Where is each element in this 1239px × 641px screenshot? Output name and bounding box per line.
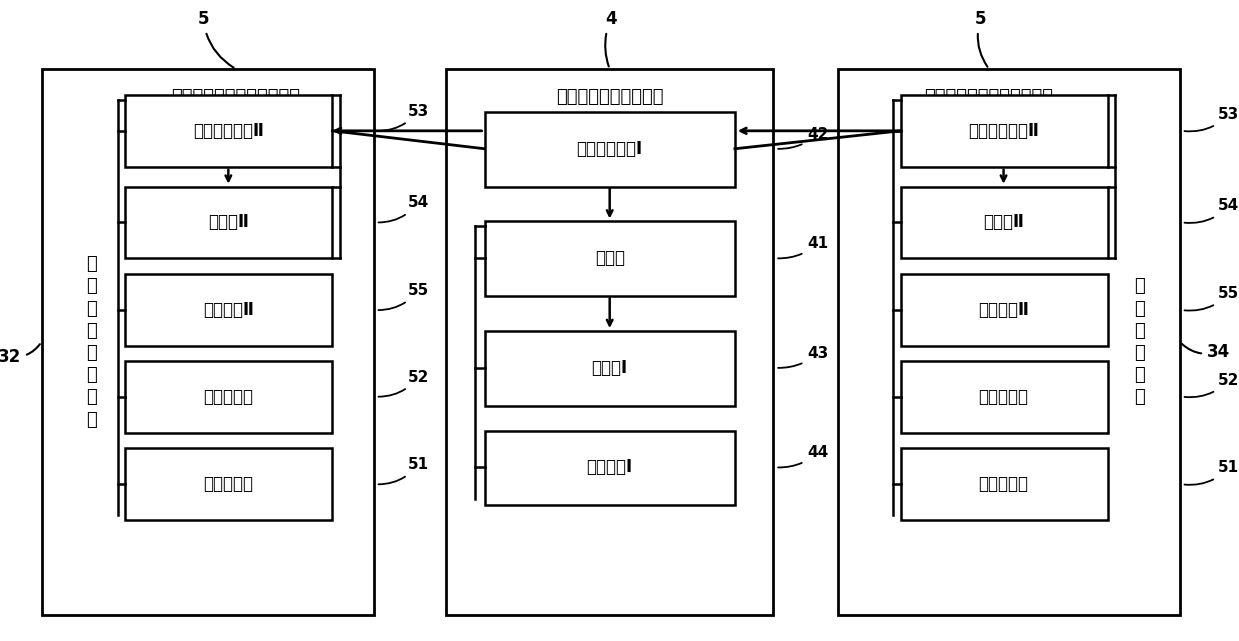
Bar <box>125 187 332 258</box>
Text: 温度传感器: 温度传感器 <box>979 388 1028 406</box>
Text: 5: 5 <box>197 10 234 68</box>
Text: 32: 32 <box>0 344 40 366</box>
Bar <box>838 69 1180 615</box>
Text: 水伺服电机: 水伺服电机 <box>203 475 253 494</box>
Text: 42: 42 <box>778 127 829 149</box>
Text: 电力载波模块Ⅱ: 电力载波模块Ⅱ <box>968 122 1040 140</box>
Text: 显示屏Ⅱ: 显示屏Ⅱ <box>983 213 1023 231</box>
Bar <box>901 274 1108 346</box>
Text: 热水温度调节控制组件: 热水温度调节控制组件 <box>556 88 663 106</box>
Text: 54: 54 <box>1184 199 1239 223</box>
Text: 53: 53 <box>1184 107 1239 131</box>
Text: 52: 52 <box>378 370 429 397</box>
Text: 4: 4 <box>605 10 617 67</box>
Bar <box>484 331 735 406</box>
Text: 操作按键Ⅱ: 操作按键Ⅱ <box>203 301 254 319</box>
Bar <box>125 361 332 433</box>
Text: 电力载波模块Ⅱ: 电力载波模块Ⅱ <box>193 122 264 140</box>
Text: 热水温度水量调节控制组件: 热水温度水量调节控制组件 <box>171 88 301 106</box>
Text: 52: 52 <box>1184 372 1239 397</box>
Bar <box>484 112 735 187</box>
Text: 51: 51 <box>1184 460 1239 485</box>
Bar <box>484 221 735 296</box>
Text: 34: 34 <box>1182 343 1230 361</box>
Bar <box>901 187 1108 258</box>
Text: 54: 54 <box>378 196 429 222</box>
Text: 主控器: 主控器 <box>595 249 624 267</box>
Text: 51: 51 <box>378 457 429 485</box>
Text: 显示屏Ⅰ: 显示屏Ⅰ <box>592 359 628 377</box>
Text: 55: 55 <box>1184 286 1239 311</box>
Bar <box>901 95 1108 167</box>
Text: 55: 55 <box>378 283 429 310</box>
Bar <box>125 95 332 167</box>
Text: 44: 44 <box>778 445 829 467</box>
Text: 厨
房
用
水
装
置: 厨 房 用 水 装 置 <box>1134 278 1145 406</box>
Text: 热水温度水量调节控制组件: 热水温度水量调节控制组件 <box>924 88 1053 106</box>
Text: 5: 5 <box>975 10 987 67</box>
Text: 水伺服电机: 水伺服电机 <box>979 475 1028 494</box>
Text: 43: 43 <box>778 346 829 368</box>
Bar <box>484 431 735 505</box>
Text: 53: 53 <box>378 104 429 131</box>
Bar <box>446 69 773 615</box>
Text: 显示屏Ⅱ: 显示屏Ⅱ <box>208 213 249 231</box>
Bar <box>901 449 1108 520</box>
Text: 操作按键Ⅰ: 操作按键Ⅰ <box>586 458 633 476</box>
Text: 电力载波模块Ⅰ: 电力载波模块Ⅰ <box>576 140 643 158</box>
Bar <box>125 274 332 346</box>
Text: 温度传感器: 温度传感器 <box>203 388 253 406</box>
Text: 主
卫
淋
浴
用
水
装
置: 主 卫 淋 浴 用 水 装 置 <box>87 255 97 429</box>
Bar <box>125 449 332 520</box>
Bar <box>901 361 1108 433</box>
Text: 41: 41 <box>778 237 828 258</box>
Bar <box>42 69 374 615</box>
Text: 操作按键Ⅱ: 操作按键Ⅱ <box>978 301 1030 319</box>
